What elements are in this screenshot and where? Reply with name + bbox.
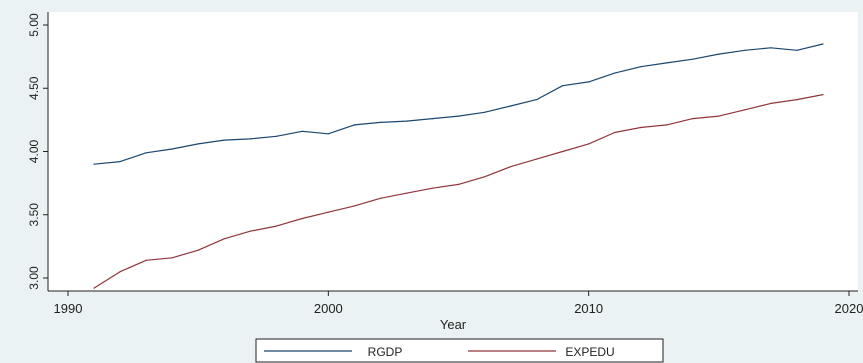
data-point-rgdp <box>145 152 147 154</box>
data-point-rgdp <box>275 135 277 137</box>
data-point-rgdp <box>562 85 564 87</box>
data-point-expedu <box>640 126 642 129</box>
data-point-rgdp <box>666 62 668 64</box>
y-tick-label: 3.00 <box>27 266 41 290</box>
data-point-expedu <box>614 131 616 134</box>
data-point-rgdp <box>327 133 329 135</box>
data-point-rgdp <box>483 111 486 113</box>
data-point-rgdp <box>223 139 225 141</box>
data-point-rgdp <box>718 53 720 55</box>
data-point-expedu <box>119 271 121 273</box>
data-point-expedu <box>770 102 772 104</box>
x-axis-label: Year <box>440 317 467 332</box>
x-tick-label: 2000 <box>314 301 343 316</box>
legend-items: RGDP EXPEDU <box>264 345 615 359</box>
data-point-expedu <box>327 211 329 213</box>
data-point-expedu <box>93 287 95 289</box>
data-point-expedu <box>718 115 720 117</box>
data-point-rgdp <box>822 43 824 45</box>
data-point-expedu <box>379 197 381 199</box>
data-point-expedu <box>822 94 824 96</box>
data-point-expedu <box>510 166 512 168</box>
data-point-rgdp <box>119 161 121 163</box>
y-axis-ticks: 3.00 3.50 4.00 4.50 5.00 <box>27 13 48 290</box>
x-tick-label: 2020 <box>835 301 863 316</box>
data-point-rgdp <box>770 47 772 49</box>
data-point-expedu <box>145 259 147 261</box>
data-point-rgdp <box>457 115 460 117</box>
data-point-rgdp <box>510 105 512 107</box>
data-point-rgdp <box>796 49 798 51</box>
data-point-rgdp <box>353 124 355 126</box>
legend-label-rgdp: RGDP <box>368 345 403 359</box>
data-point-rgdp <box>744 49 746 51</box>
data-point-rgdp <box>431 118 434 120</box>
x-axis-ticks: 1990 2000 2010 2020 <box>54 291 863 316</box>
data-point-rgdp <box>93 163 95 165</box>
data-point-rgdp <box>692 58 694 60</box>
y-tick-label: 5.00 <box>27 13 41 37</box>
x-tick-label: 2010 <box>574 301 603 316</box>
x-tick-label: 1990 <box>54 301 83 316</box>
series-layer <box>93 43 824 289</box>
data-point-expedu <box>536 158 538 160</box>
data-point-expedu <box>692 118 694 120</box>
data-point-rgdp <box>588 81 590 83</box>
data-point-expedu <box>171 257 173 259</box>
data-point-rgdp <box>405 120 407 122</box>
y-tick-label: 4.50 <box>27 76 41 100</box>
data-point-rgdp <box>640 66 642 68</box>
data-point-expedu <box>275 225 277 227</box>
data-point-expedu <box>223 238 225 240</box>
data-point-rgdp <box>301 130 303 132</box>
legend-box <box>255 338 664 363</box>
data-point-expedu <box>562 150 564 153</box>
data-point-expedu <box>666 124 668 126</box>
data-point-expedu <box>301 217 303 220</box>
data-point-expedu <box>483 176 486 178</box>
data-point-expedu <box>249 230 251 232</box>
plot-area <box>48 12 858 291</box>
data-point-rgdp <box>536 99 538 101</box>
data-point-rgdp <box>379 121 381 123</box>
data-point-expedu <box>744 109 746 111</box>
data-point-expedu <box>197 249 199 251</box>
data-point-expedu <box>431 187 434 189</box>
legend-label-expedu: EXPEDU <box>565 345 614 359</box>
data-point-expedu <box>588 143 590 145</box>
y-tick-label: 3.50 <box>27 203 41 227</box>
y-tick-label: 4.00 <box>27 139 41 163</box>
data-point-expedu <box>405 192 407 194</box>
data-point-expedu <box>353 205 355 207</box>
legend: RGDP EXPEDU <box>255 338 664 363</box>
data-point-expedu <box>796 99 798 101</box>
data-point-expedu <box>457 183 460 185</box>
data-point-rgdp <box>249 138 251 140</box>
data-point-rgdp <box>614 72 616 74</box>
data-point-rgdp <box>171 148 173 150</box>
data-point-rgdp <box>197 143 199 145</box>
